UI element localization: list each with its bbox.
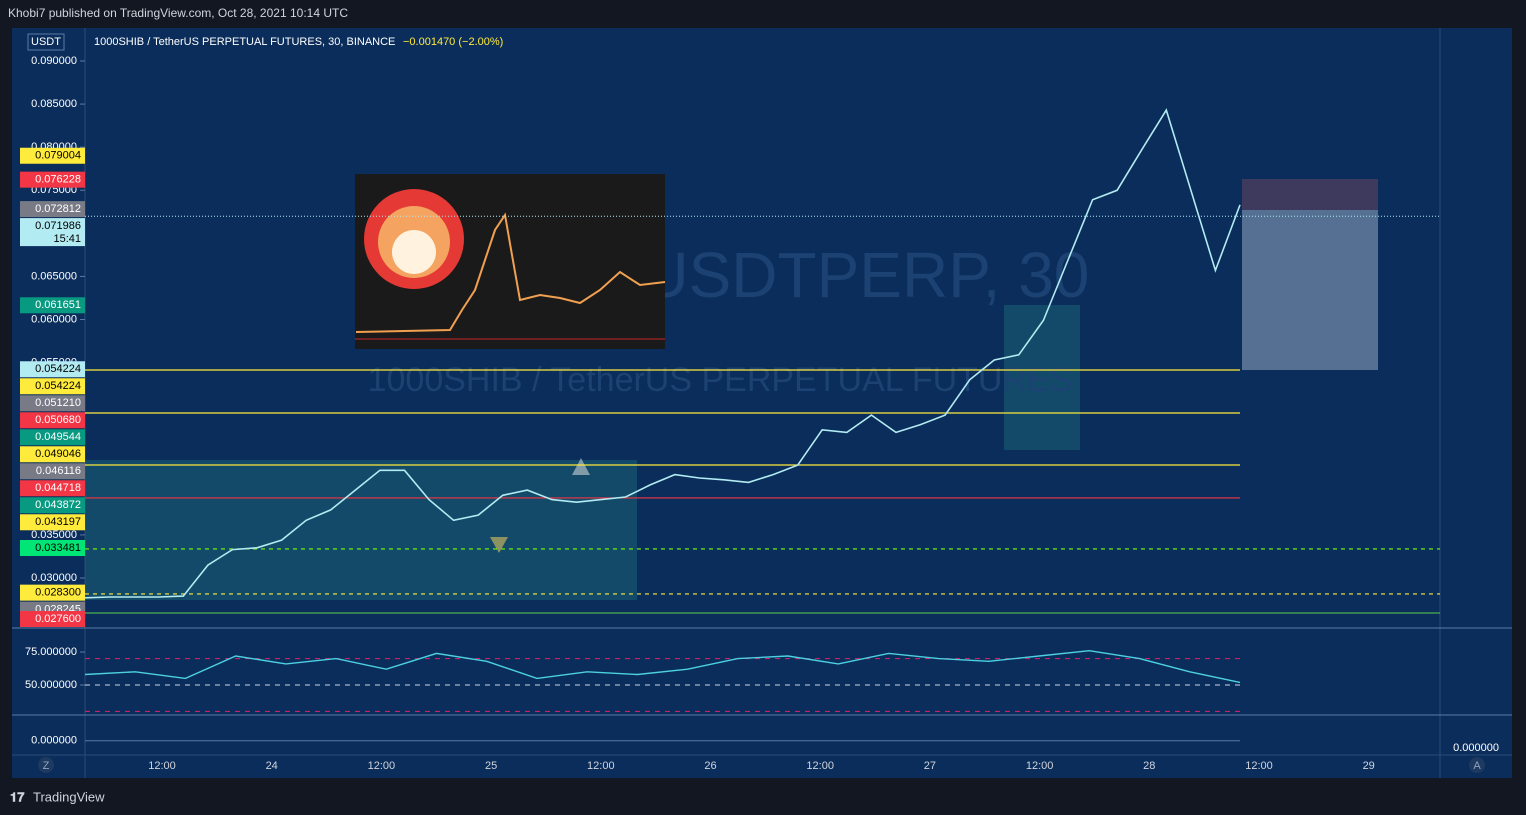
time-label: 25 bbox=[485, 760, 497, 772]
price-tag-label: 0.049544 bbox=[35, 431, 81, 443]
time-label: 12:00 bbox=[1026, 760, 1054, 772]
y-tick-label: 0.000000 bbox=[31, 735, 77, 747]
zone bbox=[1004, 305, 1080, 450]
price-tag-label: 0.071986 bbox=[35, 220, 81, 232]
price-tag bbox=[20, 446, 85, 463]
y-tick-label: 0.085000 bbox=[31, 98, 77, 110]
price-tag-label: 0.076228 bbox=[35, 174, 81, 186]
time-label: 12:00 bbox=[1245, 760, 1273, 772]
chart-area bbox=[12, 28, 1512, 778]
price-tag bbox=[20, 201, 85, 218]
price-tag-label: 0.028300 bbox=[35, 587, 81, 599]
time-label: 24 bbox=[266, 760, 278, 772]
price-tag bbox=[20, 540, 85, 557]
time-label: 12:00 bbox=[806, 760, 834, 772]
price-tag-label: 0.049046 bbox=[35, 448, 81, 460]
price-tag-label: 0.033481 bbox=[35, 542, 81, 554]
logo-mark: 𝟏𝟕 bbox=[10, 789, 25, 804]
y-tick-label: 75.000000 bbox=[25, 646, 77, 658]
price-tag bbox=[20, 497, 85, 514]
price-tag-label: 0.061651 bbox=[35, 299, 81, 311]
price-tag bbox=[20, 395, 85, 412]
signal-arrow bbox=[490, 537, 508, 553]
symbol-title: 1000SHIB / TetherUS PERPETUAL FUTURES, 3… bbox=[94, 36, 395, 48]
price-tag-label: 0.050680 bbox=[35, 414, 81, 426]
price-tag-label: 0.043197 bbox=[35, 516, 81, 528]
auto-button-label[interactable]: A bbox=[1473, 760, 1481, 772]
price-tag bbox=[20, 480, 85, 497]
price-tag bbox=[20, 463, 85, 480]
price-line bbox=[84, 108, 1241, 599]
price-tag bbox=[20, 412, 85, 429]
price-tag bbox=[20, 584, 85, 601]
y-tick-label: 0.065000 bbox=[31, 270, 77, 282]
brand: TradingView bbox=[33, 789, 105, 804]
price-tag bbox=[20, 171, 85, 188]
rsi-line bbox=[84, 649, 1241, 684]
price-tag-label: 0.044718 bbox=[35, 482, 81, 494]
time-label: 29 bbox=[1363, 760, 1375, 772]
price-tag-label: 0.051210 bbox=[35, 397, 81, 409]
currency-box[interactable] bbox=[27, 33, 65, 51]
price-tag bbox=[20, 378, 85, 395]
time-label: 26 bbox=[704, 760, 716, 772]
auto-button[interactable] bbox=[1469, 757, 1485, 773]
time-label: 12:00 bbox=[368, 760, 396, 772]
time-label: 28 bbox=[1143, 760, 1155, 772]
watermark-name: 1000SHIB / TetherUS PERPETUAL FUTURES bbox=[368, 361, 1073, 399]
macd-right-label: 0.000000 bbox=[1453, 742, 1499, 754]
zoom-button-label[interactable]: Z bbox=[43, 760, 50, 772]
price-tag bbox=[20, 218, 85, 247]
price-tag bbox=[20, 297, 85, 314]
inset-image bbox=[355, 174, 666, 349]
currency[interactable]: USDT bbox=[31, 36, 61, 48]
zone bbox=[85, 460, 637, 600]
price-tag bbox=[20, 147, 85, 164]
y-tick-label: 50.000000 bbox=[25, 679, 77, 691]
price-tag-label: 0.046116 bbox=[36, 465, 81, 477]
price-tag bbox=[20, 429, 85, 446]
time-label: 12:00 bbox=[148, 760, 176, 772]
price-tag-label: 0.027600 bbox=[35, 613, 81, 625]
zone bbox=[1242, 179, 1378, 210]
price-tag bbox=[20, 361, 85, 378]
y-tick-label: 0.090000 bbox=[31, 55, 77, 67]
time-label: 27 bbox=[924, 760, 936, 772]
price-tag-countdown: 15:41 bbox=[53, 233, 81, 245]
time-label: 12:00 bbox=[587, 760, 615, 772]
zoom-button[interactable] bbox=[38, 757, 54, 773]
price-tag-label: 0.054224 bbox=[35, 380, 81, 392]
y-tick-label: 0.060000 bbox=[31, 313, 77, 325]
price-tag-label: 0.072812 bbox=[35, 203, 81, 215]
price-tag-label: 0.043872 bbox=[35, 499, 81, 511]
price-tag-label: 0.079004 bbox=[35, 150, 81, 162]
price-tag bbox=[20, 611, 85, 627]
y-tick-label: 0.030000 bbox=[31, 572, 77, 584]
publisher: Khobi7 published on TradingView.com, Oct… bbox=[8, 6, 348, 20]
price-tag bbox=[20, 514, 85, 531]
price-change: −0.001470 (−2.00%) bbox=[403, 36, 503, 48]
price-tag-label: 0.054224 bbox=[35, 363, 81, 375]
y-tick-label: 0.035000 bbox=[31, 529, 77, 541]
signal-arrow bbox=[572, 458, 590, 475]
zone bbox=[1242, 210, 1378, 370]
